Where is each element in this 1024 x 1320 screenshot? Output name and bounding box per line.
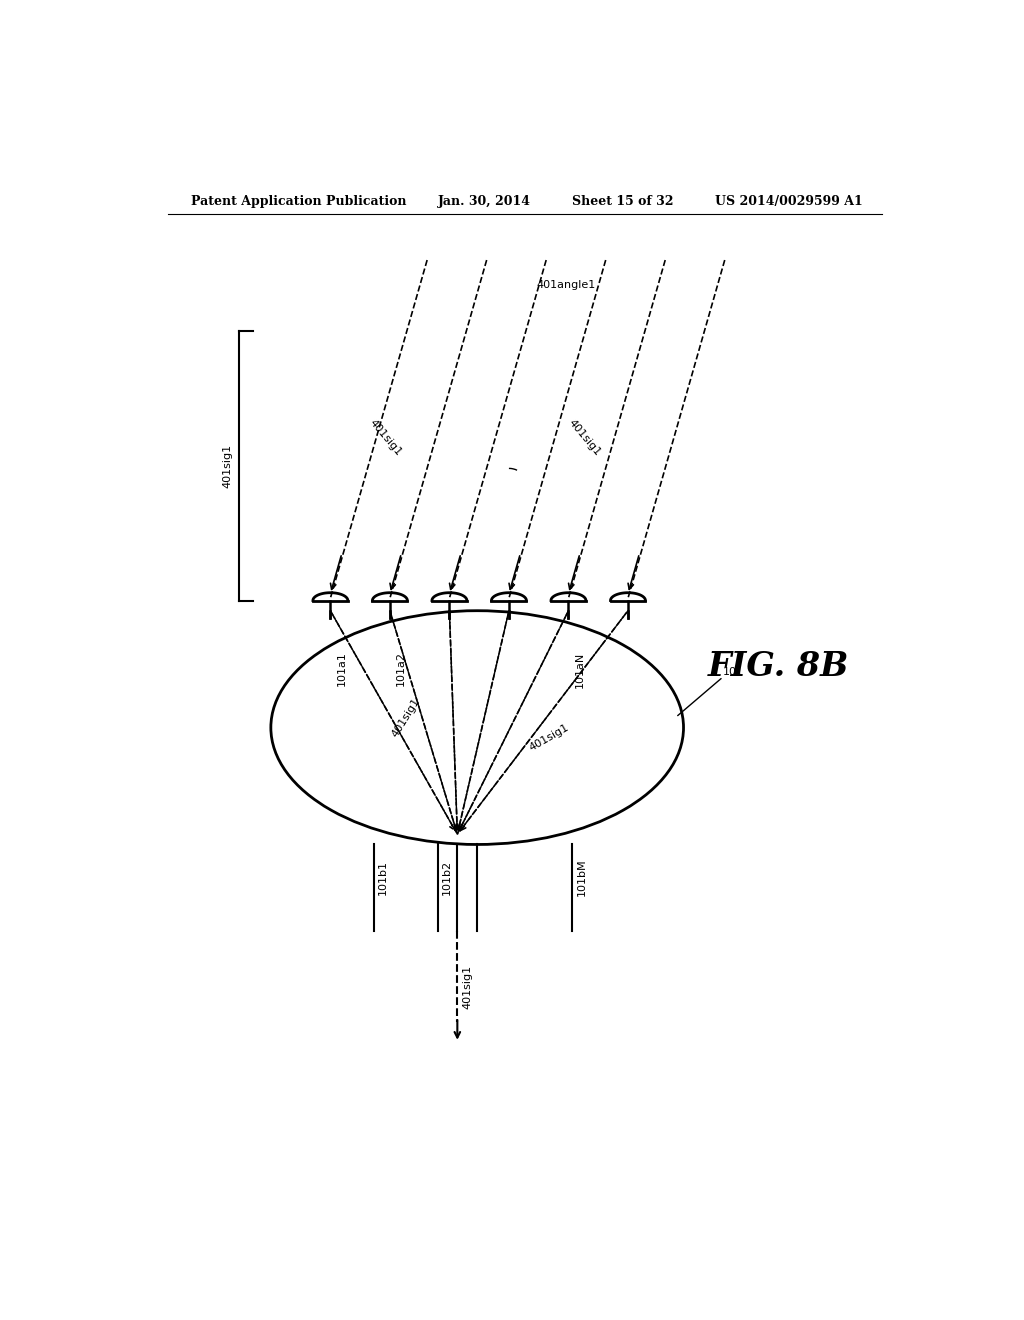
Text: 101a1: 101a1 — [337, 651, 347, 686]
Text: FIG. 8B: FIG. 8B — [708, 651, 850, 684]
Text: 401sig1: 401sig1 — [368, 418, 403, 458]
Text: 101bM: 101bM — [577, 859, 587, 896]
Text: 101a2: 101a2 — [396, 651, 407, 686]
Text: 401sig1: 401sig1 — [222, 444, 232, 488]
Text: 101b2: 101b2 — [441, 859, 452, 895]
Text: US 2014/0029599 A1: US 2014/0029599 A1 — [715, 194, 863, 207]
Text: 101b1: 101b1 — [378, 861, 388, 895]
Text: 101aN: 101aN — [574, 651, 585, 688]
Text: 401angle1: 401angle1 — [537, 280, 596, 290]
Text: 401sig1: 401sig1 — [527, 722, 570, 754]
Text: Patent Application Publication: Patent Application Publication — [191, 194, 407, 207]
Text: 401sig1: 401sig1 — [390, 696, 422, 739]
Text: 401sig1: 401sig1 — [566, 418, 602, 458]
Text: Jan. 30, 2014: Jan. 30, 2014 — [437, 194, 530, 207]
Text: Sheet 15 of 32: Sheet 15 of 32 — [572, 194, 674, 207]
Text: 401sig1: 401sig1 — [463, 965, 473, 1008]
Text: 101: 101 — [723, 667, 744, 677]
